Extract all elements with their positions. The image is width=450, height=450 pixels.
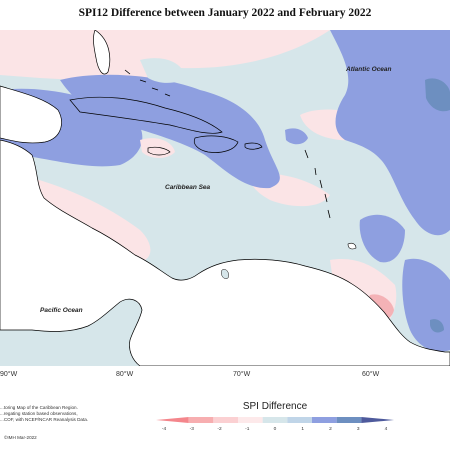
legend-tick-label: -3 (190, 426, 195, 432)
lon-label-90w: 90°W (0, 371, 18, 378)
legend-bin (213, 417, 238, 423)
map-credits: ...toring Map of the Caribbean Region. .… (0, 405, 88, 423)
legend-bin (238, 417, 263, 423)
land-puerto-rico (244, 142, 263, 150)
spi-legend: -4 -3 -2 -1 0 1 2 3 4 (156, 417, 394, 432)
wet-region-lesser-antilles (285, 128, 308, 145)
land-jamaica (147, 146, 171, 156)
land-lesser-antilles (304, 149, 331, 219)
land-trinidad (347, 242, 357, 250)
wet-region-spot-south (430, 319, 444, 333)
legend-tick-label: 3 (357, 426, 360, 432)
legend-bin (188, 417, 214, 423)
legend-bin (312, 417, 337, 423)
legend-tick-label: -1 (245, 426, 250, 432)
legend-bin (156, 417, 189, 423)
wet-region-east-south (359, 214, 405, 263)
neutral-pocket-bahamas (140, 58, 185, 83)
legend-bin (287, 417, 312, 423)
legend-tick-label: 2 (329, 426, 332, 432)
label-pacific-ocean: Pacific Ocean (40, 307, 83, 314)
land-lake-maracaibo (221, 269, 229, 279)
land-bahamas (124, 69, 171, 97)
wet-region-cuba (60, 74, 280, 189)
land-central-america (0, 139, 450, 366)
land-cuba (69, 96, 223, 134)
footnote: ©IMH Mar-2022 (4, 435, 37, 440)
label-atlantic-ocean: Atlantic Ocean (345, 66, 392, 73)
lon-label-80w: 80°W (116, 371, 134, 378)
wet-region-spot-east (425, 78, 450, 112)
land-florida (93, 30, 111, 75)
legend-tick-label: 1 (301, 426, 304, 432)
legend-bin (361, 417, 394, 423)
credit-line-2: ...regating station based observations, (0, 411, 78, 416)
legend-tick-label: 4 (385, 426, 388, 432)
legend-tick-label: -4 (162, 426, 167, 432)
wet-region-atlantic (330, 30, 450, 236)
lon-label-70w: 70°W (233, 371, 251, 378)
land-north-america (0, 85, 62, 144)
legend-tick-label: -2 (217, 426, 222, 432)
map-title: SPI12 Difference between January 2022 an… (78, 7, 372, 19)
legend-tick-label: 0 (274, 426, 277, 432)
legend-title: SPI Difference (242, 401, 308, 412)
legend-bin (336, 417, 362, 423)
land-hispaniola (193, 135, 239, 153)
credit-line-3: ...COF, with NCEP/NCAR Reanalysis Data. (0, 417, 89, 422)
label-caribbean-sea: Caribbean Sea (165, 184, 211, 191)
legend-bin (262, 417, 288, 423)
spi-difference-map: Atlantic Ocean Caribbean Sea Pacific Oce… (0, 30, 450, 366)
dry-region-north (0, 30, 330, 82)
lon-label-60w: 60°W (362, 371, 380, 378)
neutral-pocket-jamaica (140, 138, 175, 158)
credit-line-1: ...toring Map of the Caribbean Region. (0, 405, 78, 410)
